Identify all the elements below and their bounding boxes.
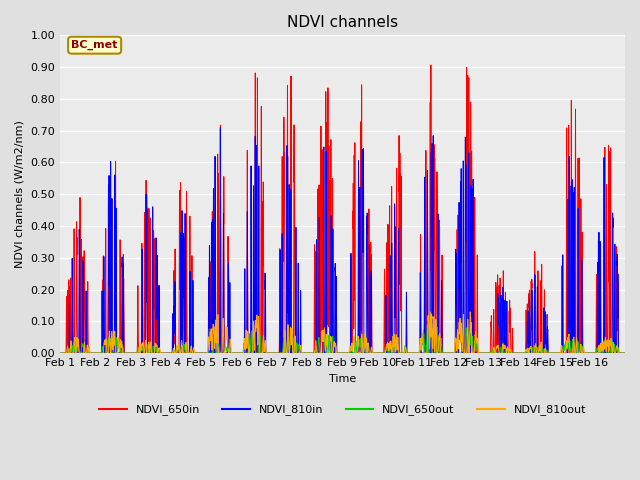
NDVI_650out bbox=[198, 350, 205, 356]
Line: NDVI_650in: NDVI_650in bbox=[60, 65, 625, 353]
NDVI_810in bbox=[475, 350, 483, 356]
NDVI_810in bbox=[261, 328, 269, 334]
Y-axis label: NDVI channels (W/m2/nm): NDVI channels (W/m2/nm) bbox=[15, 120, 25, 268]
NDVI_810out bbox=[390, 333, 398, 338]
NDVI_810in bbox=[56, 350, 64, 356]
NDVI_810in bbox=[621, 350, 629, 356]
NDVI_810in bbox=[216, 125, 224, 131]
NDVI_650out bbox=[476, 350, 483, 356]
Legend: NDVI_650in, NDVI_810in, NDVI_650out, NDVI_810out: NDVI_650in, NDVI_810in, NDVI_650out, NDV… bbox=[95, 400, 591, 420]
NDVI_650out bbox=[84, 347, 92, 352]
NDVI_650in bbox=[196, 350, 204, 356]
NDVI_810out bbox=[56, 350, 64, 356]
Line: NDVI_650out: NDVI_650out bbox=[60, 324, 625, 353]
NDVI_650in bbox=[56, 350, 64, 356]
NDVI_650out bbox=[427, 322, 435, 327]
X-axis label: Time: Time bbox=[329, 373, 356, 384]
NDVI_650in bbox=[621, 350, 629, 356]
NDVI_650out bbox=[415, 350, 423, 356]
Line: NDVI_810out: NDVI_810out bbox=[60, 312, 625, 353]
NDVI_810in bbox=[390, 257, 398, 263]
NDVI_650in bbox=[427, 62, 435, 68]
Text: BC_met: BC_met bbox=[72, 40, 118, 50]
NDVI_810out bbox=[467, 309, 474, 315]
NDVI_810in bbox=[506, 350, 513, 356]
NDVI_650out bbox=[506, 347, 513, 353]
NDVI_650in bbox=[84, 350, 92, 356]
NDVI_810out bbox=[415, 349, 423, 355]
NDVI_810out bbox=[621, 350, 629, 356]
NDVI_650out bbox=[621, 350, 629, 356]
NDVI_650in bbox=[415, 350, 423, 356]
NDVI_810in bbox=[84, 350, 92, 356]
NDVI_650out bbox=[261, 350, 269, 356]
Line: NDVI_810in: NDVI_810in bbox=[60, 128, 625, 353]
NDVI_650in bbox=[506, 309, 513, 314]
NDVI_810out bbox=[476, 350, 483, 356]
NDVI_810in bbox=[415, 350, 423, 356]
NDVI_650in bbox=[476, 350, 483, 356]
NDVI_810out bbox=[268, 350, 276, 356]
Title: NDVI channels: NDVI channels bbox=[287, 15, 398, 30]
NDVI_810out bbox=[261, 346, 269, 352]
NDVI_650in bbox=[261, 350, 269, 356]
NDVI_810out bbox=[84, 348, 92, 353]
NDVI_810out bbox=[506, 345, 513, 351]
NDVI_650out bbox=[56, 350, 64, 356]
NDVI_650out bbox=[390, 339, 398, 345]
NDVI_650in bbox=[390, 350, 398, 356]
